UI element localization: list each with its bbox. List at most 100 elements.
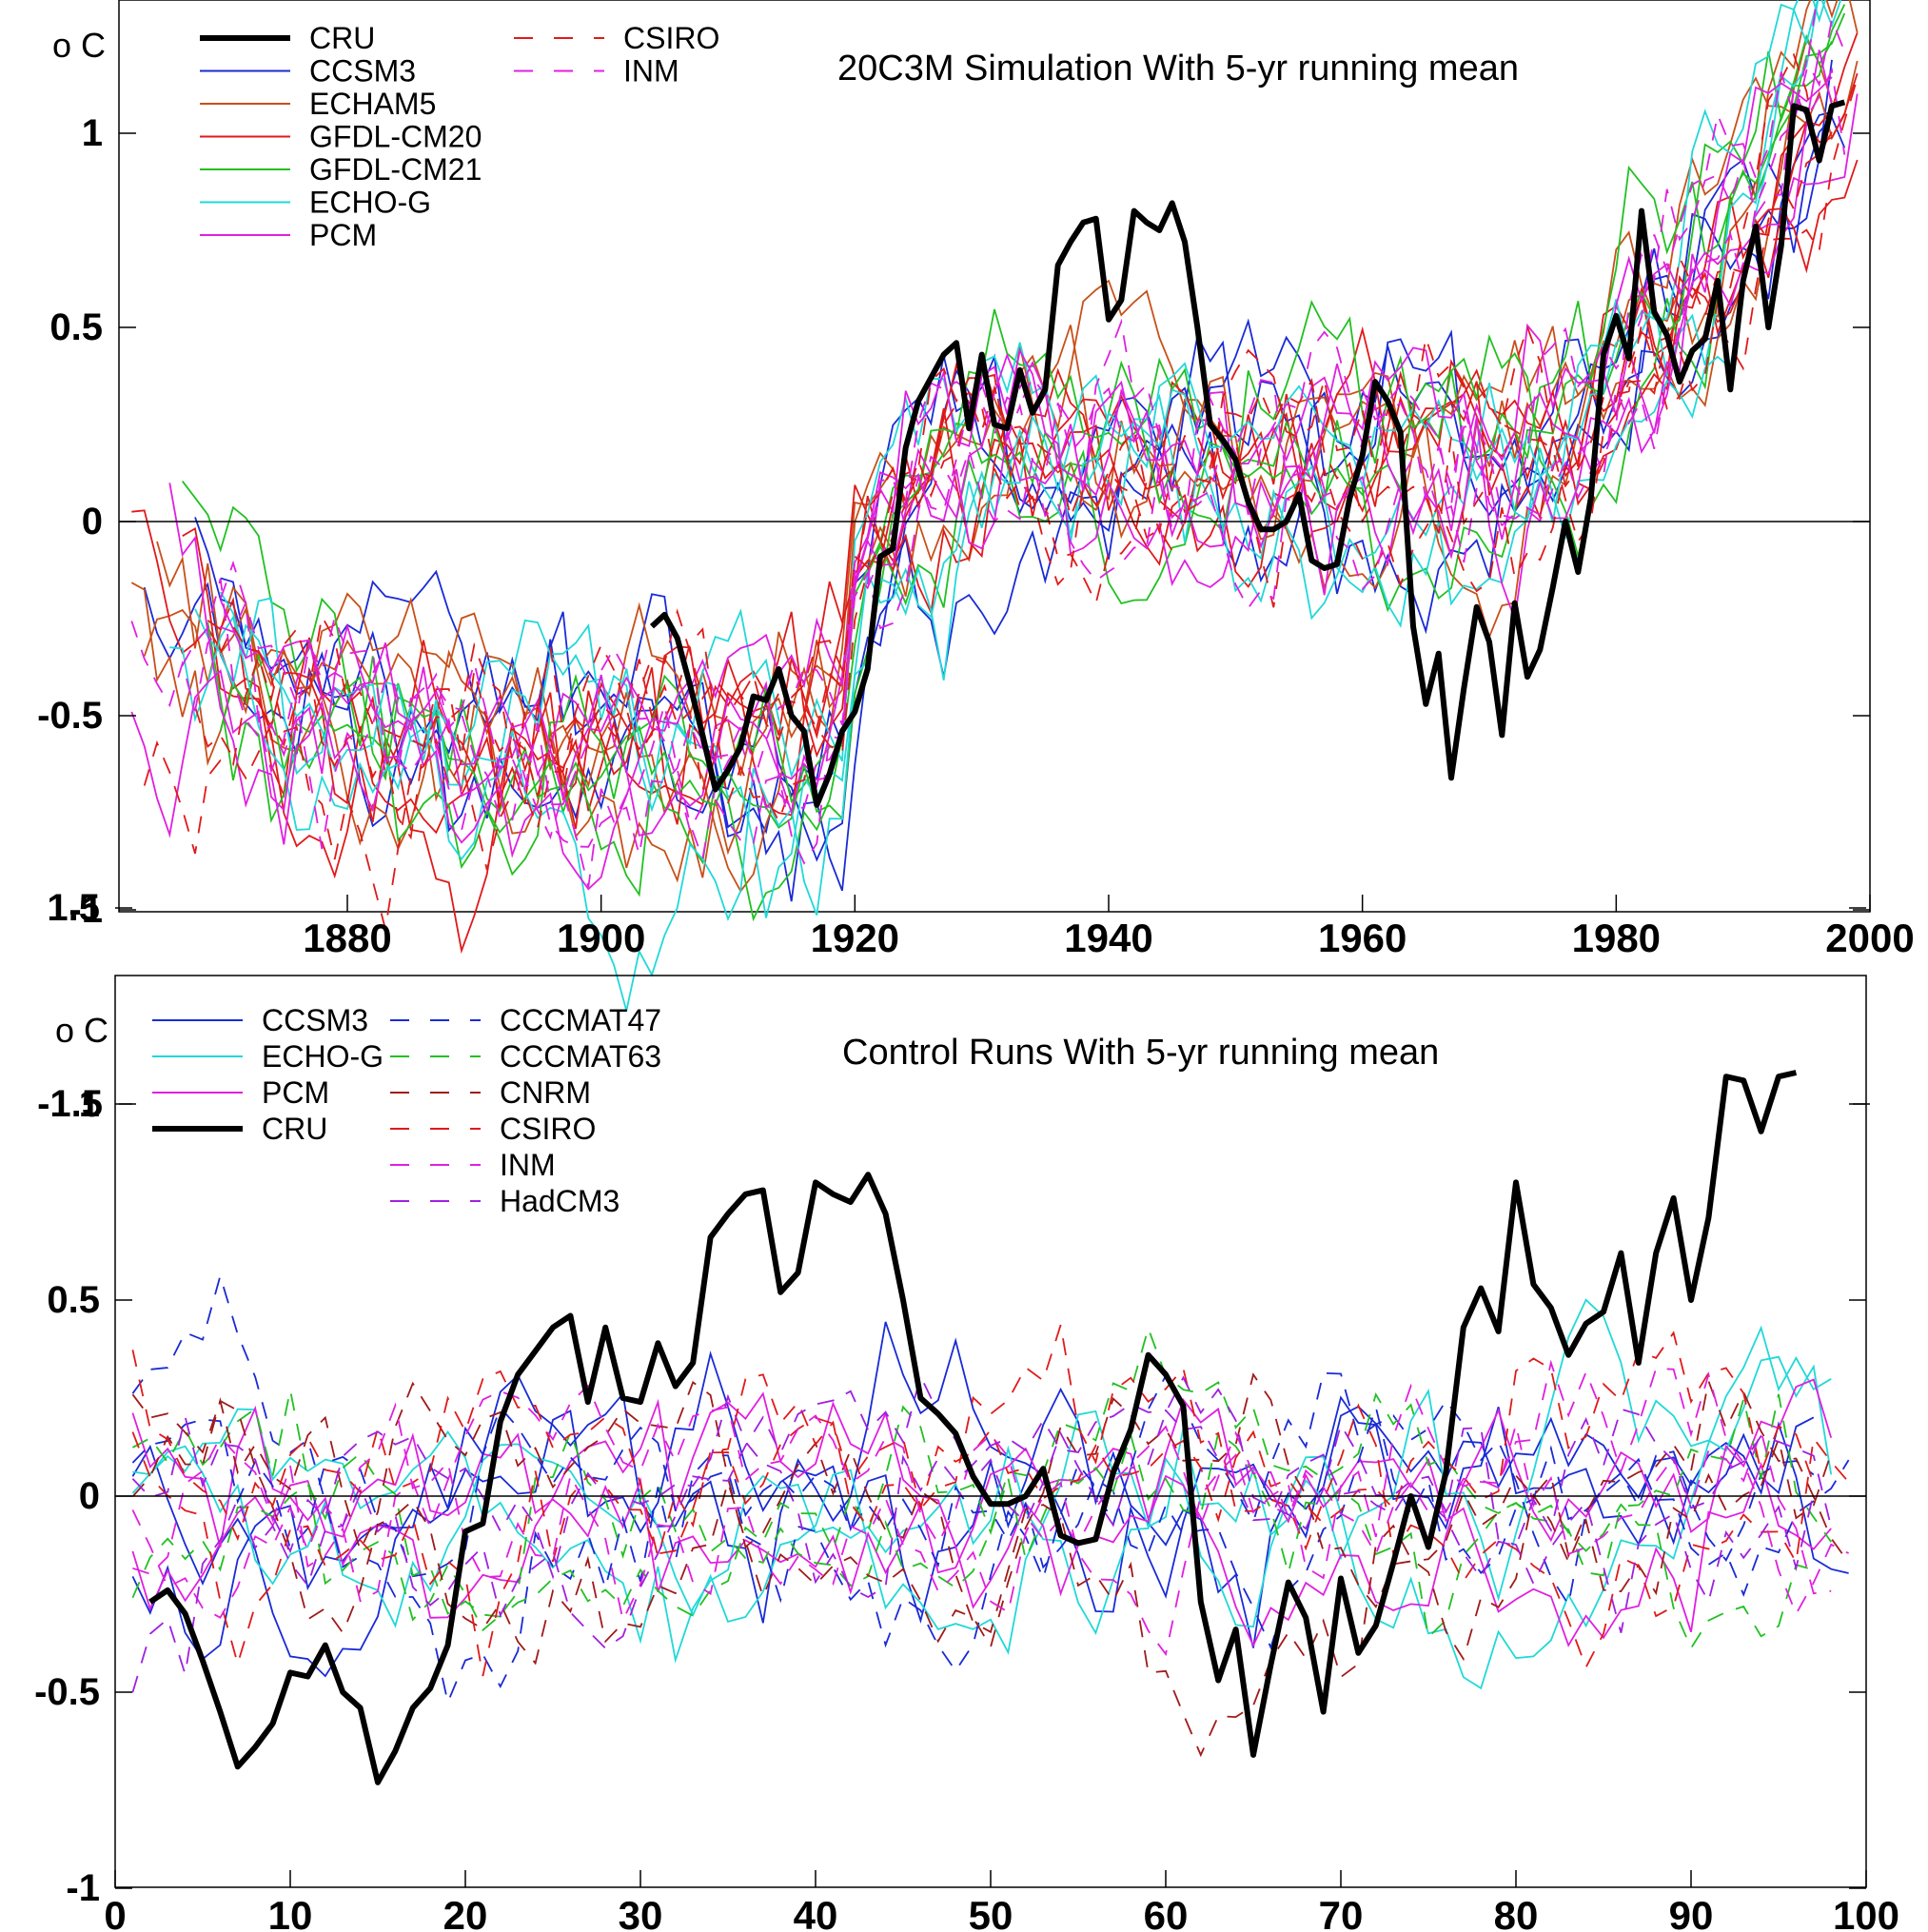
y-axis: 1.5 1 0.5 0 -0.5 -1 -1.5 [37,112,1870,1125]
model-line-ccsm3 [131,1350,1849,1678]
legend-label: ECHAM5 [309,87,436,121]
legend-item-echo-g: ECHO-G [152,1039,384,1074]
legend-label: HadCM3 [500,1184,620,1218]
x-tick-label: 1980 [1572,916,1661,960]
series-line-cru [148,1070,1798,1785]
model-line-pcm [130,76,1833,838]
legend-label: CSIRO [500,1112,596,1146]
legend-label: ECHO-G [309,186,431,220]
y-tick-label: 0.5 [47,1279,100,1321]
cru-series [649,99,1846,808]
x-tick-label: 90 [1669,1893,1714,1932]
legend-label: GFDL-CM21 [309,152,482,187]
legend-item-cru: CRU [200,21,375,55]
legend-item-echam5: ECHAM5 [200,87,436,121]
y-tick-label: 0 [79,1475,100,1517]
y-tick-label: -1 [69,889,103,931]
model-line-pcm [131,1391,1832,1647]
model-line-cccmat63 [131,1325,1815,1650]
model-line-csiro [219,131,1833,930]
legend-label: PCM [262,1075,329,1110]
y-tick-label: -1.5 [37,1083,103,1125]
y-tick-label: -1 [66,1867,100,1909]
y-tick-label: 1 [82,112,103,154]
legend-label: CCSM3 [309,54,416,89]
y-tick-label: -0.5 [34,1671,100,1713]
y-tick-label: 1.5 [47,887,100,929]
legend-label: CNRM [500,1075,591,1110]
model-line-inm [219,16,1846,865]
chart-panel-control: 1.5 1 0.5 0 -0.5 -1 0 10 20 30 40 50 60 70 80 90 100 o … [34,887,1899,1932]
model-line-cnrm [131,1380,1833,1758]
model-line-csiro [131,1331,1815,1677]
legend-item-cccmat63: CCCMAT63 [390,1039,661,1074]
x-tick-label: 0 [104,1893,126,1932]
x-tick-label: 10 [268,1893,313,1932]
x-axis: 0 10 20 30 40 50 60 70 80 90 100 [104,1870,1899,1932]
x-tick-label: 80 [1494,1893,1539,1932]
y-tick-label: 0 [82,501,103,542]
legend-label: INM [500,1148,556,1182]
model-line-ccsm3 [131,1321,1815,1661]
legend-label: CRU [309,21,375,55]
legend-item-gfdl-cm21: GFDL-CM21 [200,152,482,187]
model-line-pcm [219,49,1833,800]
model-line-inm [131,1383,1832,1657]
y-axis: 1.5 1 0.5 0 -0.5 -1 [34,887,1866,1909]
legend-label: CCCMAT47 [500,1003,661,1037]
model-line-pcm [168,93,1859,891]
legend-item-csiro: CSIRO [514,21,719,55]
legend-label: PCM [309,218,377,252]
x-tick-label: 40 [794,1893,838,1932]
chart-title: Control Runs With 5-yr running mean [842,1033,1439,1073]
legend-item-ccsm3: CCSM3 [200,54,416,89]
x-tick-label: 100 [1833,1893,1899,1932]
legend-item-cru: CRU [152,1112,327,1146]
model-line-echo-g [194,0,1842,795]
model-line-echo-g [132,1298,1833,1655]
plot-frame [118,0,1871,913]
model-line-inm [130,0,1818,888]
legend-item-inm: INM [514,54,679,89]
model-line-gfdl-cm20 [182,159,1859,955]
legend-item-pcm: PCM [200,218,377,252]
unit-label: o C [55,1011,108,1050]
legend-label: CRU [262,1112,327,1146]
y-tick-label: -0.5 [37,695,103,737]
series-line-cru [649,99,1846,808]
model-line-hadcm3 [131,1393,1833,1599]
x-tick-label: 30 [619,1893,663,1932]
model-line-gfdl-cm20 [131,72,1859,829]
x-tick-label: 70 [1319,1893,1364,1932]
x-axis: 1880 1900 1920 1940 1960 1980 2000 [303,895,1915,960]
legend-label: CCCMAT63 [500,1039,661,1074]
model-line-gfdl-cm21 [219,33,1833,922]
legend-label: GFDL-CM20 [309,120,482,154]
x-tick-label: 1960 [1318,916,1407,960]
chart-title: 20C3M Simulation With 5-yr running mean [837,49,1519,89]
legend-label: CCSM3 [262,1003,368,1037]
model-ensemble-lines [131,1272,1850,1758]
x-tick-label: 2000 [1825,916,1914,960]
x-tick-label: 1880 [303,916,391,960]
x-tick-label: 1920 [811,916,899,960]
legend-label: INM [623,54,679,89]
model-line-cccmat47 [131,1272,1850,1705]
x-tick-label: 50 [969,1893,1013,1932]
legend-item-gfdl-cm20: GFDL-CM20 [200,120,482,154]
model-line-ccsm3 [220,59,1833,902]
model-line-cccmat63 [131,1393,1832,1640]
legend-item-inm: INM [390,1148,556,1182]
legend-item-hadcm3: HadCM3 [390,1184,620,1218]
chart-panel-20c3m: 1.510.50-0.5-1-1.5 188019001920194019601… [37,0,1915,1125]
legend-label: CSIRO [623,21,719,55]
model-line-echo-g [131,1325,1832,1690]
legend-item-cnrm: CNRM [390,1075,591,1110]
unit-label: o C [52,26,106,65]
legend-item-csiro: CSIRO [390,1112,596,1146]
legend-item-ccsm3: CCSM3 [152,1003,368,1037]
cru-series [148,1070,1798,1785]
y-tick-label: 1 [79,1083,100,1125]
